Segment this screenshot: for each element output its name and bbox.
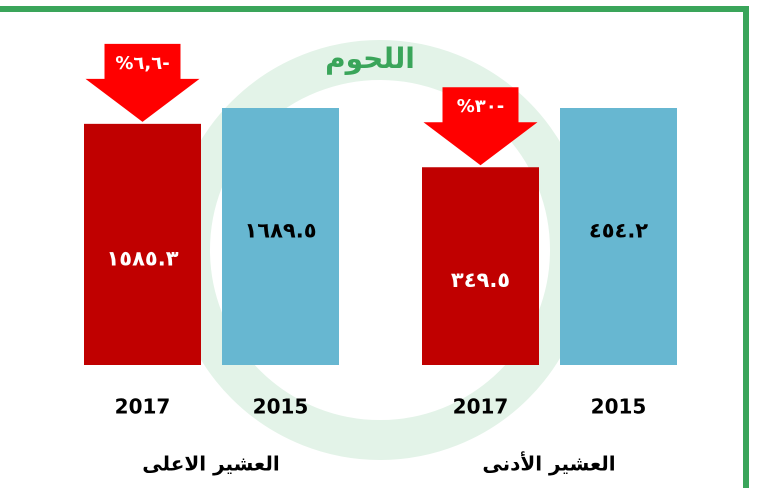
- x-tick-label: 2015: [591, 395, 647, 419]
- value-label: ٣٤٩.٥: [451, 268, 510, 292]
- x-tick-label: 2017: [115, 395, 171, 419]
- x-tick-label: 2017: [453, 395, 509, 419]
- bar: [84, 124, 201, 365]
- value-label: ٤٥٤.٢: [589, 219, 648, 243]
- chart-title: اللحوم: [325, 42, 415, 75]
- change-label: %٦,٦-: [115, 53, 169, 74]
- x-tick-label: 2015: [253, 395, 309, 419]
- chart: اللحوم العشير الأدنى ٤٥٤.٢ 2015 ٣٤٩.٥ 2017 %٣…: [0, 0, 759, 488]
- bar: [422, 167, 539, 365]
- group-label: العشير الاعلى: [142, 452, 279, 476]
- group-label: العشير الأدنى: [482, 451, 615, 476]
- value-label: ١٥٨٥.٣: [106, 246, 178, 270]
- change-label: %٣٠-: [457, 96, 505, 117]
- value-label: ١٦٨٩.٥: [244, 219, 316, 243]
